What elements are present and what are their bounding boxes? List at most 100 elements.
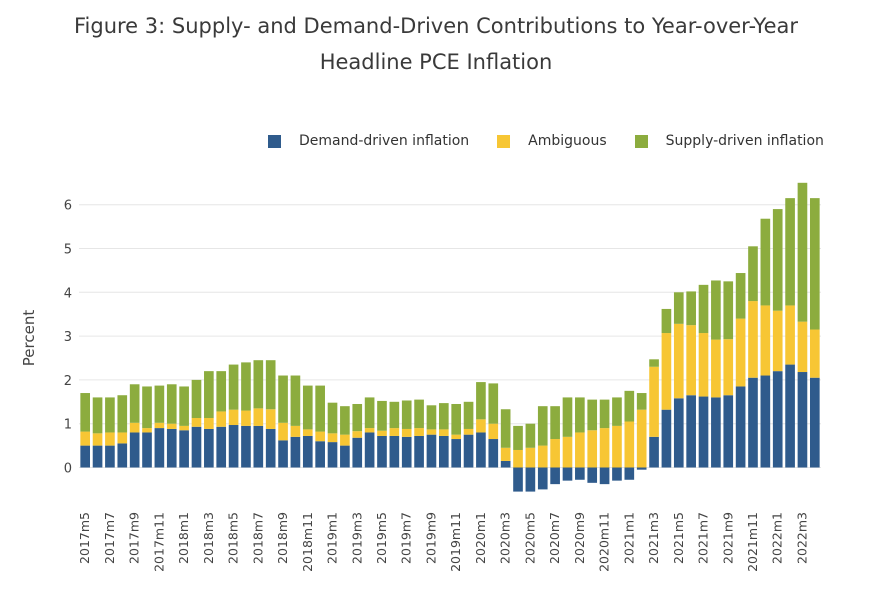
bar-stack-2021m2[interactable] <box>636 393 647 470</box>
chart-title-line-1: Figure 3: Supply- and Demand-Driven Cont… <box>73 14 799 38</box>
bar-stack-2017m7[interactable] <box>105 397 115 468</box>
bar-stack-2018m2[interactable] <box>191 379 202 468</box>
legend-swatch-supply <box>634 134 648 148</box>
bar-demand <box>278 440 288 468</box>
bar-ambiguous <box>748 301 758 378</box>
bar-stack-2021m12[interactable] <box>760 218 771 468</box>
bar-stack-2018m4[interactable] <box>216 371 227 468</box>
bar-stack-2018m12[interactable] <box>315 385 325 468</box>
bar-stack-2017m12[interactable] <box>166 384 177 468</box>
bar-demand <box>204 428 214 468</box>
x-tick-label: 2019m11 <box>448 512 463 572</box>
bar-stack-2019m8[interactable] <box>414 399 424 468</box>
bar-demand <box>661 409 672 468</box>
bar-demand <box>166 428 177 468</box>
bar-stack-2020m4[interactable] <box>513 425 523 492</box>
bar-ambiguous <box>463 428 474 435</box>
bar-supply <box>426 405 437 430</box>
bar-stack-2021m3[interactable] <box>649 359 659 468</box>
bar-stack-2020m6[interactable] <box>537 406 548 490</box>
bar-stack-2020m12[interactable] <box>612 397 622 481</box>
bar-stack-2021m4[interactable] <box>661 308 672 468</box>
bar-stack-2020m3[interactable] <box>500 409 511 468</box>
bar-stack-2018m11[interactable] <box>302 385 313 468</box>
bar-demand <box>562 467 573 481</box>
bar-stack-2018m10[interactable] <box>290 375 301 468</box>
y-tick-label: 5 <box>64 243 72 258</box>
bar-ambiguous <box>711 339 721 398</box>
bar-supply <box>352 403 363 432</box>
bar-stack-2018m8[interactable] <box>265 360 276 468</box>
bar-stack-2021m9[interactable] <box>723 281 734 468</box>
bar-stack-2021m11[interactable] <box>748 246 758 468</box>
bar-stack-2022m2[interactable] <box>785 198 795 468</box>
bar-demand <box>290 436 301 468</box>
bar-ambiguous <box>550 439 560 468</box>
bar-stack-2018m9[interactable] <box>278 375 288 468</box>
legend-item-supply[interactable]: Supply-driven inflation <box>634 133 824 149</box>
bar-demand <box>686 395 696 468</box>
bar-ambiguous <box>253 408 264 426</box>
bar-stack-2019m2[interactable] <box>340 406 350 468</box>
bar-supply <box>636 393 647 410</box>
bar-stack-2018m7[interactable] <box>253 360 264 468</box>
bar-stack-2022m1[interactable] <box>772 209 783 468</box>
bar-stack-2017m5[interactable] <box>80 393 91 468</box>
bar-stack-2021m6[interactable] <box>686 291 696 468</box>
bar-stack-2020m11[interactable] <box>599 399 610 485</box>
bar-stack-2021m7[interactable] <box>698 284 709 468</box>
y-tick-label: 1 <box>64 418 72 433</box>
bar-stack-2020m5[interactable] <box>525 423 536 492</box>
bar-stack-2020m10[interactable] <box>587 399 598 483</box>
bar-stack-2022m4[interactable] <box>809 198 820 468</box>
bar-ambiguous <box>315 431 325 442</box>
bar-stack-2020m8[interactable] <box>562 397 573 481</box>
bar-supply <box>612 397 622 426</box>
bar-stack-2019m4[interactable] <box>364 397 375 468</box>
bar-stack-2021m5[interactable] <box>673 292 684 468</box>
bar-stack-2019m11[interactable] <box>451 403 462 468</box>
bar-demand <box>340 445 350 468</box>
bar-ambiguous <box>735 318 746 387</box>
bar-stack-2017m10[interactable] <box>142 386 152 468</box>
bar-ambiguous <box>636 409 647 468</box>
y-axis-ticks: 0 1 2 3 4 5 6 <box>64 199 72 477</box>
bar-stack-2017m9[interactable] <box>129 384 140 468</box>
bar-ambiguous <box>587 430 598 468</box>
bar-stack-2017m11[interactable] <box>154 385 165 468</box>
x-tick-label: 2018m11 <box>300 512 315 572</box>
bar-stack-2021m1[interactable] <box>624 390 635 480</box>
bar-demand <box>105 445 115 468</box>
x-tick-label: 2021m1 <box>621 512 636 564</box>
bar-stack-2019m6[interactable] <box>389 401 400 468</box>
bar-stack-2019m12[interactable] <box>463 401 474 468</box>
gridlines <box>79 204 821 468</box>
bar-stack-2018m3[interactable] <box>204 371 214 468</box>
bar-supply <box>463 401 474 429</box>
bar-stack-2020m1[interactable] <box>476 382 486 468</box>
legend-swatch-demand <box>268 134 281 148</box>
bar-stack-2022m3[interactable] <box>797 182 808 468</box>
bar-stack-2021m10[interactable] <box>735 273 746 468</box>
bar-stack-2019m5[interactable] <box>377 400 387 468</box>
bar-stack-2018m5[interactable] <box>228 364 239 468</box>
bar-stack-2018m6[interactable] <box>241 362 251 468</box>
bar-stack-2017m6[interactable] <box>92 397 103 468</box>
bar-supply <box>142 386 152 429</box>
bar-stack-2019m3[interactable] <box>352 403 363 468</box>
bar-stack-2020m9[interactable] <box>575 397 585 480</box>
bar-stack-2021m8[interactable] <box>711 280 721 468</box>
bar-stack-2020m7[interactable] <box>550 406 560 485</box>
bar-stack-2019m7[interactable] <box>401 400 412 468</box>
legend-item-demand[interactable]: Demand-driven inflation <box>268 133 469 149</box>
bar-stack-2019m9[interactable] <box>426 405 437 468</box>
bar-ambiguous <box>129 422 140 433</box>
bar-supply <box>476 382 486 420</box>
bar-stack-2017m8[interactable] <box>117 395 128 468</box>
bar-stack-2019m1[interactable] <box>327 402 338 468</box>
legend-item-ambiguous[interactable]: Ambiguous <box>497 133 607 149</box>
bar-stack-2019m10[interactable] <box>438 403 449 468</box>
bar-stack-2018m1[interactable] <box>179 386 189 468</box>
bar-supply <box>575 397 585 433</box>
bar-stack-2020m2[interactable] <box>488 383 499 468</box>
